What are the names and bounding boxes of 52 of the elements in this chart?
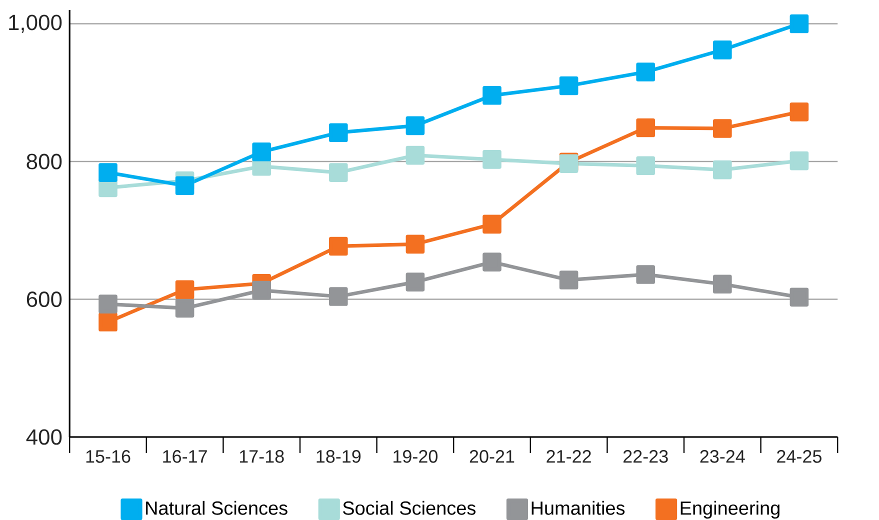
legend-label: Engineering (680, 500, 780, 519)
point (406, 116, 425, 136)
point (482, 150, 502, 169)
point (713, 274, 732, 294)
point (175, 176, 194, 196)
point (636, 118, 656, 138)
point (636, 156, 656, 176)
point (329, 163, 348, 182)
point (175, 280, 194, 300)
point (559, 76, 578, 96)
point (713, 119, 732, 138)
point (252, 280, 271, 300)
point (482, 214, 502, 234)
x-tick-label: 16-17 (163, 450, 207, 463)
point (713, 40, 732, 60)
point (252, 142, 271, 162)
point (175, 298, 194, 318)
point (98, 163, 118, 182)
y-tick-label: 800 (26, 154, 62, 170)
x-tick-label: 22-23 (624, 450, 668, 463)
point (636, 265, 656, 284)
point (482, 86, 502, 105)
point (482, 252, 502, 272)
x-tick-label: 23-24 (700, 450, 745, 463)
point (98, 312, 118, 332)
x-tick-label: 15-16 (86, 450, 130, 463)
y-tick-label: 600 (26, 291, 62, 308)
x-tick-label: 21-22 (546, 450, 591, 463)
legend-label: Humanities (532, 500, 625, 515)
point (406, 272, 425, 292)
point (790, 151, 809, 170)
point (790, 288, 809, 307)
point (329, 287, 348, 306)
point (406, 146, 425, 165)
y-tick-label: 1,000 (9, 14, 62, 33)
point (559, 270, 578, 290)
legend-label: Social Sciences (343, 500, 476, 515)
x-tick-label: 19-20 (394, 450, 438, 463)
point (329, 236, 348, 256)
y-tick-label: 400 (26, 429, 62, 445)
x-tick-label: 20-21 (470, 450, 514, 463)
point (713, 160, 732, 180)
point (329, 123, 348, 142)
x-tick-label: 18-19 (316, 450, 361, 463)
point (790, 102, 809, 122)
point (790, 14, 809, 34)
x-tick-label: 17-18 (240, 450, 284, 463)
legend-label: Natural Sciences (146, 500, 288, 515)
point (406, 234, 425, 254)
point (98, 294, 118, 314)
point (636, 62, 656, 82)
x-tick-label: 24-25 (777, 450, 822, 463)
